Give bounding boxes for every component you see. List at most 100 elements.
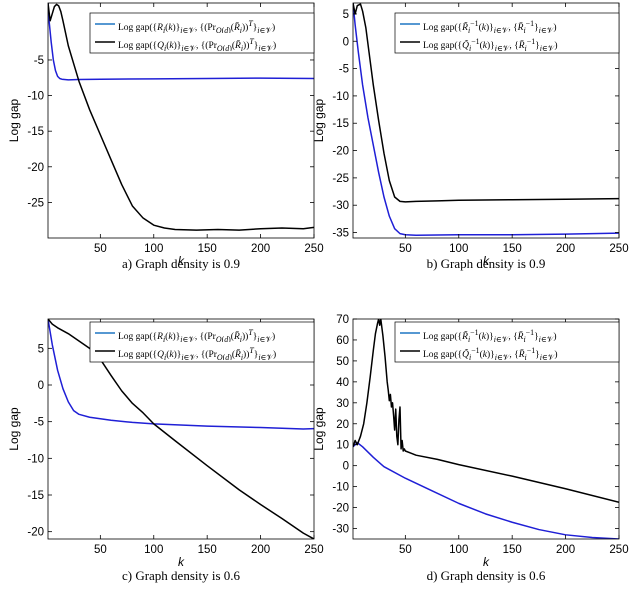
legend-label: Log gap({Ri(k)}i∈𝒱, {(PrO(d)(R̄i))T}i∈𝒱) <box>118 328 276 342</box>
y-tick-label: 40 <box>336 377 349 389</box>
y-tick-label: -10 <box>332 91 349 103</box>
y-axis-label: Log gap <box>312 98 326 142</box>
legend: Log gap({R̃i−1(k)}i∈𝒱, {R̄i−1}i∈𝒱) Log ga… <box>394 12 620 54</box>
legend-box <box>89 321 315 363</box>
legend-label: Log gap({R̃i−1(k)}i∈𝒱, {R̄i−1}i∈𝒱) <box>423 328 557 342</box>
series-line-black <box>48 319 314 539</box>
series-line-black <box>353 3 619 203</box>
series-line-black <box>353 319 619 504</box>
x-tick-label: 200 <box>556 243 575 255</box>
x-tick-label: 100 <box>449 544 468 556</box>
x-tick-label: 50 <box>399 243 412 255</box>
plot-frame <box>352 2 620 239</box>
y-tick-label: 50 <box>336 356 349 368</box>
panel-caption: d) Graph density is 0.6 <box>427 568 546 583</box>
y-tick-label: -20 <box>27 162 44 174</box>
y-tick-label: -10 <box>332 482 349 494</box>
x-tick-label: 150 <box>503 243 522 255</box>
series-line-blue <box>48 3 314 81</box>
legend: Log gap({Ri(k)}i∈𝒱, {(PrO(d)(R̄i))T}i∈𝒱)… <box>89 321 315 363</box>
x-tick-label: 150 <box>198 243 217 255</box>
legend-label: Log gap({Qi(k)}i∈𝒱, {(PrO(d)(R̄i))T}i∈𝒱) <box>118 346 277 360</box>
y-tick-label: -5 <box>339 64 349 76</box>
chart-panel-1: 50 100 150 200 250 -5 -10 -15 -20 -25 k Log gap a) G… <box>7 2 324 271</box>
y-tick-label: 20 <box>336 419 349 431</box>
legend-entry: Log gap({R̃i−1(k)}i∈𝒱, {R̄i−1}i∈𝒱) <box>423 328 557 342</box>
y-tick-label: 70 <box>336 314 349 326</box>
legend-label: Log gap({Q̃i−1(k)}i∈𝒱, {R̄i−1}i∈𝒱) <box>423 346 558 360</box>
x-axis-label: k <box>178 555 185 569</box>
series-line-black <box>48 3 314 231</box>
y-tick-label: -5 <box>34 417 44 429</box>
legend-entry: Log gap({Ri(k)}i∈𝒱, {(PrO(d)(R̄i))T}i∈𝒱) <box>118 19 276 33</box>
y-tick-label: -20 <box>332 146 349 158</box>
legend-box <box>89 12 315 54</box>
legend-label: Log gap({Q̃i−1(k)}i∈𝒱, {R̄i−1}i∈𝒱) <box>423 37 558 51</box>
x-tick-label: 200 <box>251 243 270 255</box>
y-tick-label: -25 <box>27 197 44 209</box>
legend: Log gap({Ri(k)}i∈𝒱, {(PrO(d)(R̄i))T}i∈𝒱)… <box>89 12 315 54</box>
series-line-blue <box>353 3 619 237</box>
x-tick-label: 50 <box>94 544 107 556</box>
x-tick-label: 150 <box>198 544 217 556</box>
y-tick-label: -15 <box>27 126 44 138</box>
y-tick-label: -35 <box>332 228 349 240</box>
legend-label: Log gap({Ri(k)}i∈𝒱, {(PrO(d)(R̄i))T}i∈𝒱) <box>118 19 276 33</box>
x-tick-label: 150 <box>503 544 522 556</box>
chart-panel-2: 50 100 150 200 25050-5-10-15-20-25-30-35kLog… <box>312 2 629 271</box>
y-axis-label: Log gap <box>7 98 21 142</box>
x-tick-label: 250 <box>304 544 323 556</box>
y-tick-label: 10 <box>336 440 349 452</box>
x-tick-label: 200 <box>556 544 575 556</box>
series-line-blue <box>48 319 314 430</box>
y-tick-label: -15 <box>27 490 44 502</box>
legend-box <box>394 321 620 363</box>
y-axis-label: Log gap <box>7 407 21 451</box>
x-tick-label: 200 <box>251 544 270 556</box>
y-tick-label: -20 <box>332 503 349 515</box>
x-axis-label: k <box>178 254 185 268</box>
panel-caption: c) Graph density is 0.6 <box>122 568 241 583</box>
legend-entry: Log gap({Qi(k)}i∈𝒱, {(PrO(d)(R̄i))T}i∈𝒱) <box>118 37 277 51</box>
y-tick-label: -10 <box>27 453 44 465</box>
y-tick-label: -5 <box>34 55 44 67</box>
panel-caption: a) Graph density is 0.9 <box>122 256 240 271</box>
panel-caption: b) Graph density is 0.9 <box>427 256 546 271</box>
y-tick-label: 5 <box>38 343 44 355</box>
x-tick-label: 250 <box>609 544 628 556</box>
legend-box <box>394 12 620 54</box>
x-tick-label: 250 <box>609 243 628 255</box>
y-tick-label: 0 <box>38 380 44 392</box>
x-tick-label: 50 <box>399 544 412 556</box>
legend-entry: Log gap({R̃i−1(k)}i∈𝒱, {R̄i−1}i∈𝒱) <box>423 19 557 33</box>
y-tick-label: -20 <box>27 527 44 539</box>
y-tick-label: 5 <box>343 9 349 21</box>
x-tick-label: 250 <box>304 243 323 255</box>
plot-frame <box>47 2 315 239</box>
series-line-blue <box>353 441 619 539</box>
legend-entry: Log gap({Q̃i−1(k)}i∈𝒱, {R̄i−1}i∈𝒱) <box>423 346 558 360</box>
y-tick-label: 0 <box>343 36 349 48</box>
y-tick-label: -25 <box>332 173 349 185</box>
x-tick-label: 100 <box>144 243 163 255</box>
chart-panel-4: 50 100 150 200 250706050403020100-10-20-30kL… <box>312 314 629 583</box>
legend-label: Log gap({R̃i−1(k)}i∈𝒱, {R̄i−1}i∈𝒱) <box>423 19 557 33</box>
y-axis-label: Log gap <box>312 407 326 451</box>
plot-frame <box>47 318 315 540</box>
y-tick-label: 30 <box>336 398 349 410</box>
plot-frame <box>352 318 620 540</box>
legend-entry: Log gap({Qi(k)}i∈𝒱, {(PrO(d)(R̄i))T}i∈𝒱) <box>118 346 277 360</box>
x-tick-label: 100 <box>144 544 163 556</box>
legend-label: Log gap({Qi(k)}i∈𝒱, {(PrO(d)(R̄i))T}i∈𝒱) <box>118 37 277 51</box>
y-tick-label: 60 <box>336 335 349 347</box>
legend-entry: Log gap({Ri(k)}i∈𝒱, {(PrO(d)(R̄i))T}i∈𝒱) <box>118 328 276 342</box>
y-tick-label: -30 <box>332 200 349 212</box>
y-tick-label: -15 <box>332 118 349 130</box>
x-axis-label: k <box>483 254 490 268</box>
x-axis-label: k <box>483 555 490 569</box>
y-tick-label: -10 <box>27 91 44 103</box>
legend: Log gap({R̃i−1(k)}i∈𝒱, {R̄i−1}i∈𝒱) Log ga… <box>394 321 620 363</box>
x-tick-label: 50 <box>94 243 107 255</box>
